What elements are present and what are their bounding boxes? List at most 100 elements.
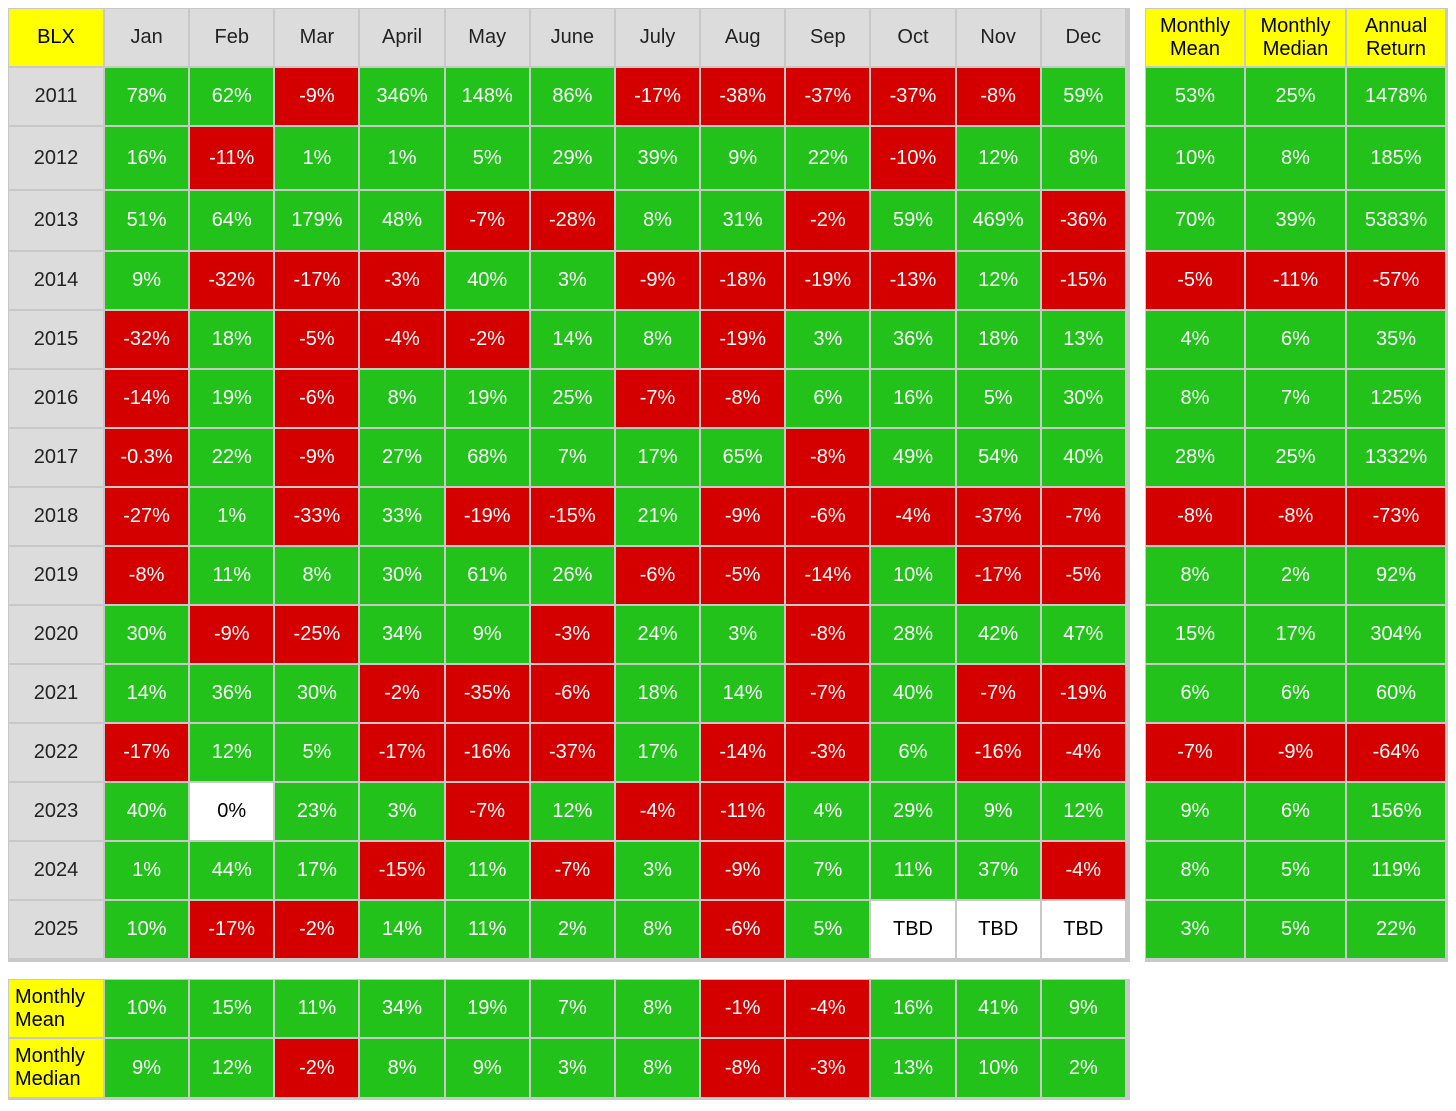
return-cell: -32%	[105, 311, 189, 368]
year-label: 2023	[9, 783, 103, 840]
return-cell: 11%	[871, 842, 955, 899]
return-cell: -17%	[360, 724, 444, 781]
return-cell: 30%	[360, 547, 444, 604]
summary-cell: 25%	[1246, 429, 1345, 486]
return-cell: TBD	[956, 901, 1040, 958]
return-cell: -9%	[190, 606, 274, 663]
return-cell: 27%	[360, 429, 444, 486]
return-cell: -2%	[445, 311, 529, 368]
return-cell: 47%	[1041, 606, 1125, 663]
return-cell: -5%	[275, 311, 359, 368]
return-cell: -6%	[615, 547, 700, 604]
yearly-summary-table: Monthly Mean Monthly Median Annual Return 5…	[1145, 8, 1448, 962]
return-cell: -37%	[871, 68, 955, 125]
return-cell: 0%	[190, 783, 274, 840]
return-cell: -5%	[1041, 547, 1125, 604]
monthly-stat-cell: 9%	[105, 1039, 189, 1097]
return-cell: 8%	[615, 311, 700, 368]
year-label: 2013	[9, 191, 103, 250]
return-cell: -15%	[1041, 252, 1125, 309]
summary-cell: 3%	[1146, 901, 1244, 958]
return-cell: 3%	[615, 842, 700, 899]
return-cell: -7%	[445, 191, 529, 250]
return-cell: 13%	[1041, 311, 1125, 368]
return-cell: 51%	[105, 191, 189, 250]
return-cell: -32%	[190, 252, 274, 309]
return-cell: 40%	[105, 783, 189, 840]
month-header: Dec	[1041, 9, 1125, 66]
return-cell: -10%	[871, 127, 955, 189]
monthly-stat-cell: 8%	[360, 1039, 444, 1097]
return-cell: 7%	[786, 842, 870, 899]
summary-cell: 8%	[1246, 127, 1345, 189]
monthly-stat-cell: 10%	[105, 980, 189, 1037]
return-cell: 40%	[445, 252, 529, 309]
return-cell: 3%	[701, 606, 785, 663]
return-cell: 14%	[105, 665, 189, 722]
summary-cell: 5%	[1246, 842, 1345, 899]
monthly-stat-cell: 16%	[871, 980, 955, 1037]
summary-cell: -73%	[1347, 488, 1445, 545]
summary-header: Monthly Mean	[1146, 9, 1244, 66]
year-label: 2021	[9, 665, 103, 722]
month-header: April	[360, 9, 444, 66]
return-cell: -4%	[1041, 724, 1125, 781]
year-label: 2020	[9, 606, 103, 663]
year-label: 2018	[9, 488, 103, 545]
return-cell: 78%	[105, 68, 189, 125]
return-cell: 12%	[956, 127, 1040, 189]
return-cell: 346%	[360, 68, 444, 125]
return-cell: -2%	[786, 191, 870, 250]
summary-cell: 15%	[1146, 606, 1244, 663]
summary-cell: 5%	[1246, 901, 1345, 958]
return-cell: 8%	[1041, 127, 1125, 189]
return-cell: 48%	[360, 191, 444, 250]
summary-cell: 25%	[1246, 68, 1345, 125]
summary-cell: 1478%	[1347, 68, 1445, 125]
year-label: 2016	[9, 370, 103, 427]
monthly-stat-cell: 13%	[871, 1039, 955, 1097]
return-cell: 22%	[190, 429, 274, 486]
summary-cell: 92%	[1347, 547, 1445, 604]
year-label: 2012	[9, 127, 103, 189]
monthly-returns-table: BLX Jan Feb Mar April May June July Aug Sep Oct Nov…	[8, 8, 1130, 962]
return-cell: 5%	[786, 901, 870, 958]
return-cell: -9%	[701, 842, 785, 899]
return-cell: 37%	[956, 842, 1040, 899]
return-cell: TBD	[1041, 901, 1125, 958]
return-cell: -14%	[701, 724, 785, 781]
return-cell: 5%	[275, 724, 359, 781]
summary-cell: 7%	[1246, 370, 1345, 427]
return-cell: 469%	[956, 191, 1040, 250]
monthly-stat-cell: -8%	[701, 1039, 785, 1097]
summary-cell: 6%	[1146, 665, 1244, 722]
ticker-label: BLX	[9, 9, 103, 66]
month-header: Feb	[190, 9, 274, 66]
monthly-stat-cell: 8%	[615, 980, 700, 1037]
monthly-stat-cell: 34%	[360, 980, 444, 1037]
summary-cell: 119%	[1347, 842, 1445, 899]
return-cell: -33%	[275, 488, 359, 545]
return-cell: -3%	[530, 606, 614, 663]
summary-cell: -57%	[1347, 252, 1445, 309]
month-header: Sep	[786, 9, 870, 66]
return-cell: -7%	[956, 665, 1040, 722]
return-cell: 1%	[275, 127, 359, 189]
return-cell: 21%	[615, 488, 700, 545]
return-cell: -37%	[786, 68, 870, 125]
return-cell: TBD	[871, 901, 955, 958]
return-cell: 148%	[445, 68, 529, 125]
return-cell: -19%	[1041, 665, 1125, 722]
return-cell: -19%	[445, 488, 529, 545]
return-cell: 9%	[701, 127, 785, 189]
return-cell: -9%	[701, 488, 785, 545]
summary-cell: 35%	[1347, 311, 1445, 368]
return-cell: 18%	[615, 665, 700, 722]
return-cell: -35%	[445, 665, 529, 722]
monthly-stat-cell: 9%	[1041, 980, 1125, 1037]
return-cell: -8%	[956, 68, 1040, 125]
return-cell: 19%	[190, 370, 274, 427]
month-header: Nov	[956, 9, 1040, 66]
monthly-stat-cell: 19%	[445, 980, 529, 1037]
return-cell: -11%	[190, 127, 274, 189]
